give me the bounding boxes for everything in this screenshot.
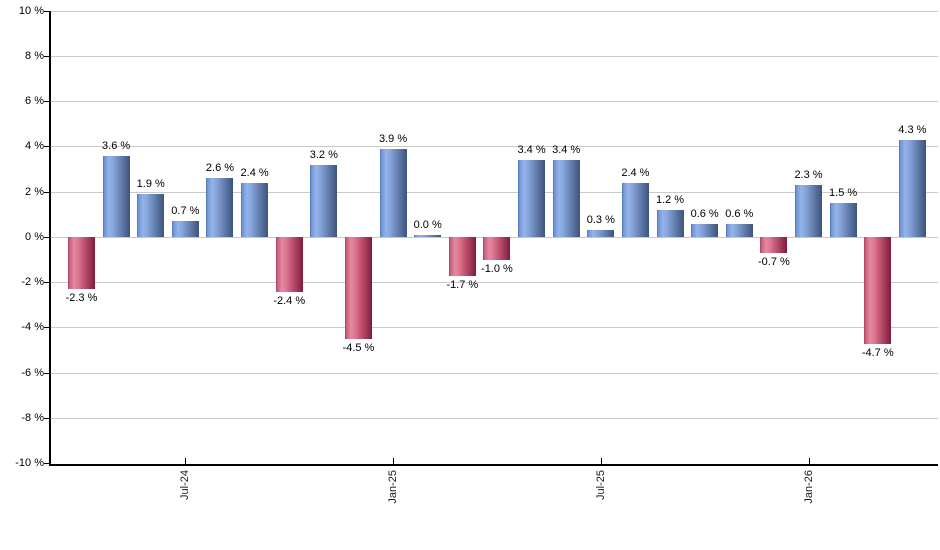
bar [898,139,926,238]
bar-value-label: -0.7 % [757,256,790,269]
bar [829,203,857,238]
y-axis-line [48,11,51,466]
y-axis-tick [43,236,49,238]
x-axis-tick [185,457,187,465]
x-axis-tick [808,457,810,465]
y-axis-tick [43,372,49,374]
bar [344,237,372,340]
bar [552,160,580,238]
bar-value-label: 2.4 % [240,166,269,179]
y-axis-label: 4 % [25,140,44,153]
bar-value-label: 4.3 % [898,123,927,136]
bar-value-label: 0.6 % [725,207,754,220]
y-gridline [49,146,938,148]
bar [102,155,130,238]
bar-value-label: 3.6 % [102,139,131,152]
bar-value-label: 3.9 % [379,133,408,145]
bar [310,164,338,238]
bar-value-label: 2.6 % [205,162,235,175]
x-axis-label: Jul-24 [179,470,192,500]
bar-value-label: 1.2 % [655,194,685,207]
bar [275,237,303,292]
x-axis-tick [393,457,395,465]
bar [795,185,823,238]
bar [206,178,234,238]
bar [137,194,165,238]
y-axis-label: 10 % [18,4,44,17]
bar [656,210,684,238]
y-gridline [49,10,938,12]
y-axis-label: -10 % [15,457,44,469]
bar-value-label: 0.0 % [413,219,442,232]
bar [691,223,719,238]
bar-value-label: 0.3 % [586,214,615,227]
bar [241,182,269,238]
bar-value-label: -4.7 % [861,346,894,359]
bar [621,182,649,238]
y-axis-label: -2 % [21,276,44,288]
x-axis-label: Jan-25 [387,470,400,504]
y-gridline [49,327,938,329]
y-axis-label: 0 % [25,230,44,243]
bar-value-label: 2.4 % [621,166,650,179]
y-axis-tick [43,146,49,148]
y-axis-label: -6 % [21,366,44,379]
x-axis-label: Jan-26 [802,470,815,504]
bar-value-label: 3.4 % [552,144,581,157]
bar-value-label: -1.7 % [446,278,479,291]
bar-value-label: 0.6 % [690,207,719,220]
y-axis-label: -4 % [21,321,44,334]
x-axis-line [48,463,938,466]
bar [760,237,788,254]
y-axis-label: -8 % [21,411,44,424]
bar-value-label: 2.3 % [794,169,823,182]
y-axis-tick [43,282,49,283]
x-axis-tick [600,457,602,465]
bar [379,149,407,238]
y-gridline [49,191,938,193]
bar [725,223,753,238]
y-gridline [49,55,938,57]
y-gridline [49,417,938,419]
y-gridline [49,101,938,102]
y-axis-tick [43,10,49,12]
y-axis-tick [43,463,49,464]
bar-value-label: 1.9 % [136,178,165,191]
bar [483,237,511,260]
y-axis-tick [43,191,49,193]
bar-value-label: 1.5 % [829,187,858,200]
bar [414,235,442,238]
bar-value-label: -2.4 % [273,294,306,307]
bar [518,160,546,238]
y-axis-tick [43,101,49,102]
y-axis-tick [43,417,49,419]
bar [171,221,199,238]
bar-value-label: 0.7 % [171,205,200,218]
bar-value-label: 3.2 % [309,148,338,161]
bar [68,237,95,290]
y-axis-tick [43,55,49,57]
y-axis-label: 2 % [25,185,44,198]
y-axis-label: 6 % [25,95,44,107]
bar-value-label: 3.4 % [517,144,546,157]
y-axis-tick [43,327,49,329]
y-gridline [49,372,938,374]
y-axis-label: 8 % [25,49,44,62]
bar-value-label: -1.0 % [481,262,513,275]
bar [864,237,892,344]
bar-value-label: -2.3 % [65,292,98,305]
bar [448,237,476,276]
bar-value-label: -4.5 % [342,342,375,355]
x-axis-label: Jul-25 [594,470,607,500]
y-gridline [49,282,938,283]
bar [587,230,615,238]
